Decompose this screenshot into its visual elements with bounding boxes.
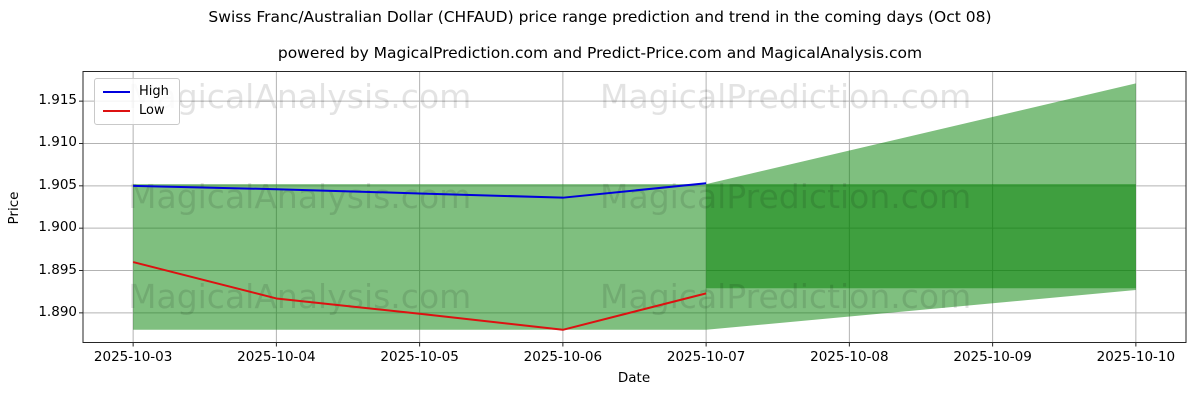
y-axis-label: Price	[6, 191, 22, 225]
axes-border	[82, 71, 1187, 343]
legend-label: High	[139, 84, 169, 99]
legend-line-icon	[103, 110, 130, 112]
y-tick-label: 1.900	[38, 219, 77, 236]
y-tick-label: 1.895	[38, 261, 77, 278]
legend-entry-low: Low	[103, 104, 169, 118]
x-tick-label: 2025-10-03	[93, 349, 173, 365]
forecast-inner-band	[706, 184, 1136, 289]
y-tick-label: 1.915	[38, 92, 77, 109]
low-line	[132, 261, 707, 331]
x-tick-label: 2025-10-08	[810, 349, 889, 365]
legend-entry-high: High	[103, 85, 169, 99]
legend-label: Low	[139, 103, 165, 118]
y-tick-label: 1.905	[38, 176, 77, 193]
watermark-magicalanalysis: MagicalAnalysis.com	[128, 77, 471, 116]
legend-line-icon	[103, 91, 130, 93]
y-tick-label: 1.910	[38, 134, 77, 151]
high-line	[133, 182, 707, 199]
x-tick-label: 2025-10-07	[666, 349, 746, 365]
legend: High Low	[94, 78, 180, 125]
history-range-band	[133, 184, 707, 330]
watermark-magicalprediction: MagicalPrediction.com	[600, 177, 971, 216]
figure-subtitle: powered by MagicalPrediction.com and Pre…	[277, 44, 923, 62]
x-tick-label: 2025-10-10	[1096, 349, 1176, 365]
x-tick-label: 2025-10-09	[953, 349, 1032, 365]
watermark-magicalanalysis: MagicalAnalysis.com	[128, 177, 471, 216]
x-tick-label: 2025-10-04	[237, 349, 316, 365]
watermark-magicalanalysis: MagicalAnalysis.com	[128, 277, 471, 316]
y-tick-label: 1.890	[38, 303, 77, 320]
x-axis-label: Date	[617, 370, 651, 386]
watermark-magicalprediction: MagicalPrediction.com	[600, 77, 971, 116]
figure-title: Swiss Franc/Australian Dollar (CHFAUD) p…	[208, 8, 992, 26]
x-tick-label: 2025-10-05	[380, 349, 459, 365]
x-tick-label: 2025-10-06	[523, 349, 603, 365]
watermark-magicalprediction: MagicalPrediction.com	[600, 277, 971, 316]
